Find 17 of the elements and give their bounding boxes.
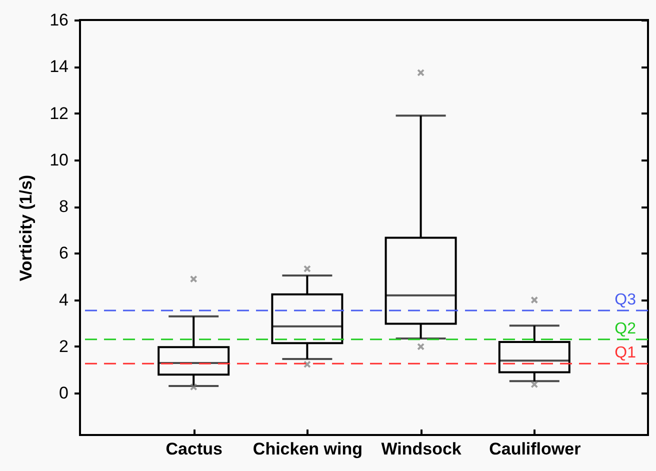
x-tick-label: Chicken wing (252, 440, 362, 458)
ref-line-label: Q3 (614, 292, 636, 308)
y-axis-title: Vorticity (1/s) (16, 174, 36, 282)
x-tick-label: Cactus (166, 440, 222, 458)
x-tick-label: Windsock (381, 440, 462, 458)
ref-line-label: Q2 (614, 320, 636, 338)
y-tick-label: 2 (59, 336, 68, 356)
y-tick-label: 8 (59, 197, 68, 216)
y-tick-label: 0 (59, 384, 68, 403)
x-tick-label: Cauliflower (489, 440, 582, 458)
ref-line-label: Q1 (614, 344, 636, 362)
y-tick-label: 10 (50, 150, 68, 170)
y-tick-label: 12 (50, 104, 68, 123)
y-tick-label: 6 (59, 244, 68, 263)
y-tick-label: 16 (50, 10, 68, 30)
y-tick-label: 4 (59, 290, 68, 310)
y-tick-label: 14 (50, 57, 68, 76)
